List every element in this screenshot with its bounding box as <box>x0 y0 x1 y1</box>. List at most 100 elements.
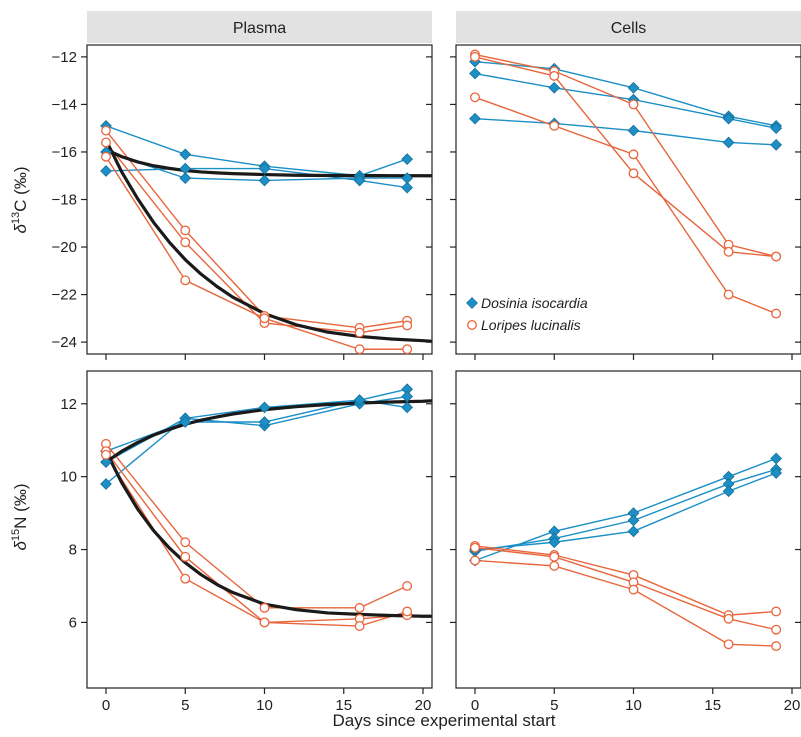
data-point <box>723 613 734 624</box>
y-axis-title-nitrogen-unit: N (‰) <box>11 483 30 528</box>
data-point <box>627 525 640 538</box>
data-point <box>771 606 782 617</box>
data-point <box>100 165 112 177</box>
x-tick-label: 15 <box>335 697 352 714</box>
legend-label-dosinia: Dosinia isocardia <box>481 295 588 311</box>
legend-marker-dosinia <box>466 297 478 309</box>
data-point <box>402 344 413 355</box>
panel-cells-nitrogen: 0 5 10 15 20 <box>450 370 801 714</box>
data-point <box>771 624 782 635</box>
fit-curve <box>104 147 433 178</box>
data-point <box>101 125 111 136</box>
data-point <box>402 606 413 617</box>
data-point <box>548 81 561 94</box>
facet-strip-cells-bg <box>456 11 801 43</box>
data-point <box>549 70 560 81</box>
data-point <box>259 313 270 324</box>
data-point <box>180 537 191 548</box>
series-line <box>105 450 408 624</box>
data-point <box>180 225 191 236</box>
series-line <box>105 142 408 334</box>
panel-plasma-nitrogen: 6 8 10 12 0 5 10 15 20 <box>60 370 433 714</box>
data-point <box>179 162 192 175</box>
data-point <box>770 122 783 135</box>
data-point <box>402 581 413 591</box>
data-point <box>258 174 271 187</box>
data-point <box>628 168 639 179</box>
data-point <box>771 641 782 652</box>
series-line <box>105 156 408 350</box>
data-point <box>353 394 366 407</box>
data-point <box>771 251 782 262</box>
panel-cells-carbon <box>450 44 801 360</box>
data-point <box>470 51 480 62</box>
data-point <box>469 67 481 80</box>
data-point <box>723 246 734 257</box>
data-point <box>354 327 365 338</box>
y-tick-label: −16 <box>52 144 77 161</box>
y-axis-title-nitrogen-sup: 15 <box>10 529 22 541</box>
data-point <box>100 456 112 468</box>
data-point <box>258 401 271 414</box>
y-tick-label: −24 <box>52 334 77 351</box>
plot-frame <box>455 370 801 689</box>
data-point <box>470 542 480 553</box>
facet-strip-cells: Cells <box>456 11 801 43</box>
data-point <box>354 344 365 355</box>
data-point <box>180 573 191 584</box>
data-point <box>179 172 192 184</box>
legend: Dosinia isocardia Loripes lucinalis <box>466 295 588 333</box>
data-point <box>548 536 561 549</box>
data-point <box>180 551 191 562</box>
data-point <box>402 320 413 331</box>
legend-item-dosinia: Dosinia isocardia <box>466 295 588 311</box>
data-point <box>179 416 192 428</box>
data-point <box>180 275 191 286</box>
y-tick-label: 6 <box>69 614 77 631</box>
x-tick-label: 20 <box>415 697 432 714</box>
y-tick-label: 10 <box>60 469 77 486</box>
fit-curve <box>104 138 433 343</box>
y-tick-label: −12 <box>52 49 77 66</box>
facet-strip-cells-label: Cells <box>611 20 647 37</box>
data-point <box>401 153 414 165</box>
series-line <box>474 53 777 258</box>
x-tick-label: 0 <box>102 697 110 714</box>
y-tick-label: −20 <box>52 239 77 256</box>
facet-strip-plasma-bg <box>87 11 432 43</box>
legend-item-loripes: Loripes lucinalis <box>467 317 581 333</box>
data-point <box>770 138 783 151</box>
data-point <box>722 136 735 149</box>
y-axis-title-carbon-delta: δ <box>11 224 30 234</box>
fit-curve <box>104 399 433 464</box>
data-point <box>628 99 639 110</box>
data-point <box>771 308 782 319</box>
x-tick-label: 20 <box>784 697 801 714</box>
x-tick-label: 10 <box>256 697 273 714</box>
x-axis-title: Days since experimental start <box>333 711 556 730</box>
data-point <box>723 639 734 650</box>
data-point <box>401 181 414 194</box>
panel-plasma-carbon: −24 −22 −20 −18 −16 −14 −12 <box>52 44 433 360</box>
y-tick-label: −14 <box>52 96 77 113</box>
data-point <box>354 621 365 632</box>
data-point <box>258 416 271 428</box>
data-point <box>101 137 111 148</box>
y-axis-title-nitrogen-delta: δ <box>11 541 30 551</box>
data-point <box>469 112 481 125</box>
data-point <box>627 124 640 137</box>
data-point <box>101 449 111 460</box>
data-point <box>770 452 783 465</box>
y-axis-title-carbon-sup: 13 <box>10 212 22 224</box>
x-tick-label: 5 <box>550 697 558 714</box>
y-tick-label: 12 <box>60 396 77 413</box>
y-tick-label: −22 <box>52 287 77 304</box>
data-point <box>549 551 560 562</box>
x-tick-label: 0 <box>471 697 479 714</box>
series-line <box>105 399 408 452</box>
series-line <box>105 130 408 329</box>
data-point <box>628 584 639 595</box>
y-tick-label: −18 <box>52 192 77 209</box>
data-point <box>354 602 365 613</box>
